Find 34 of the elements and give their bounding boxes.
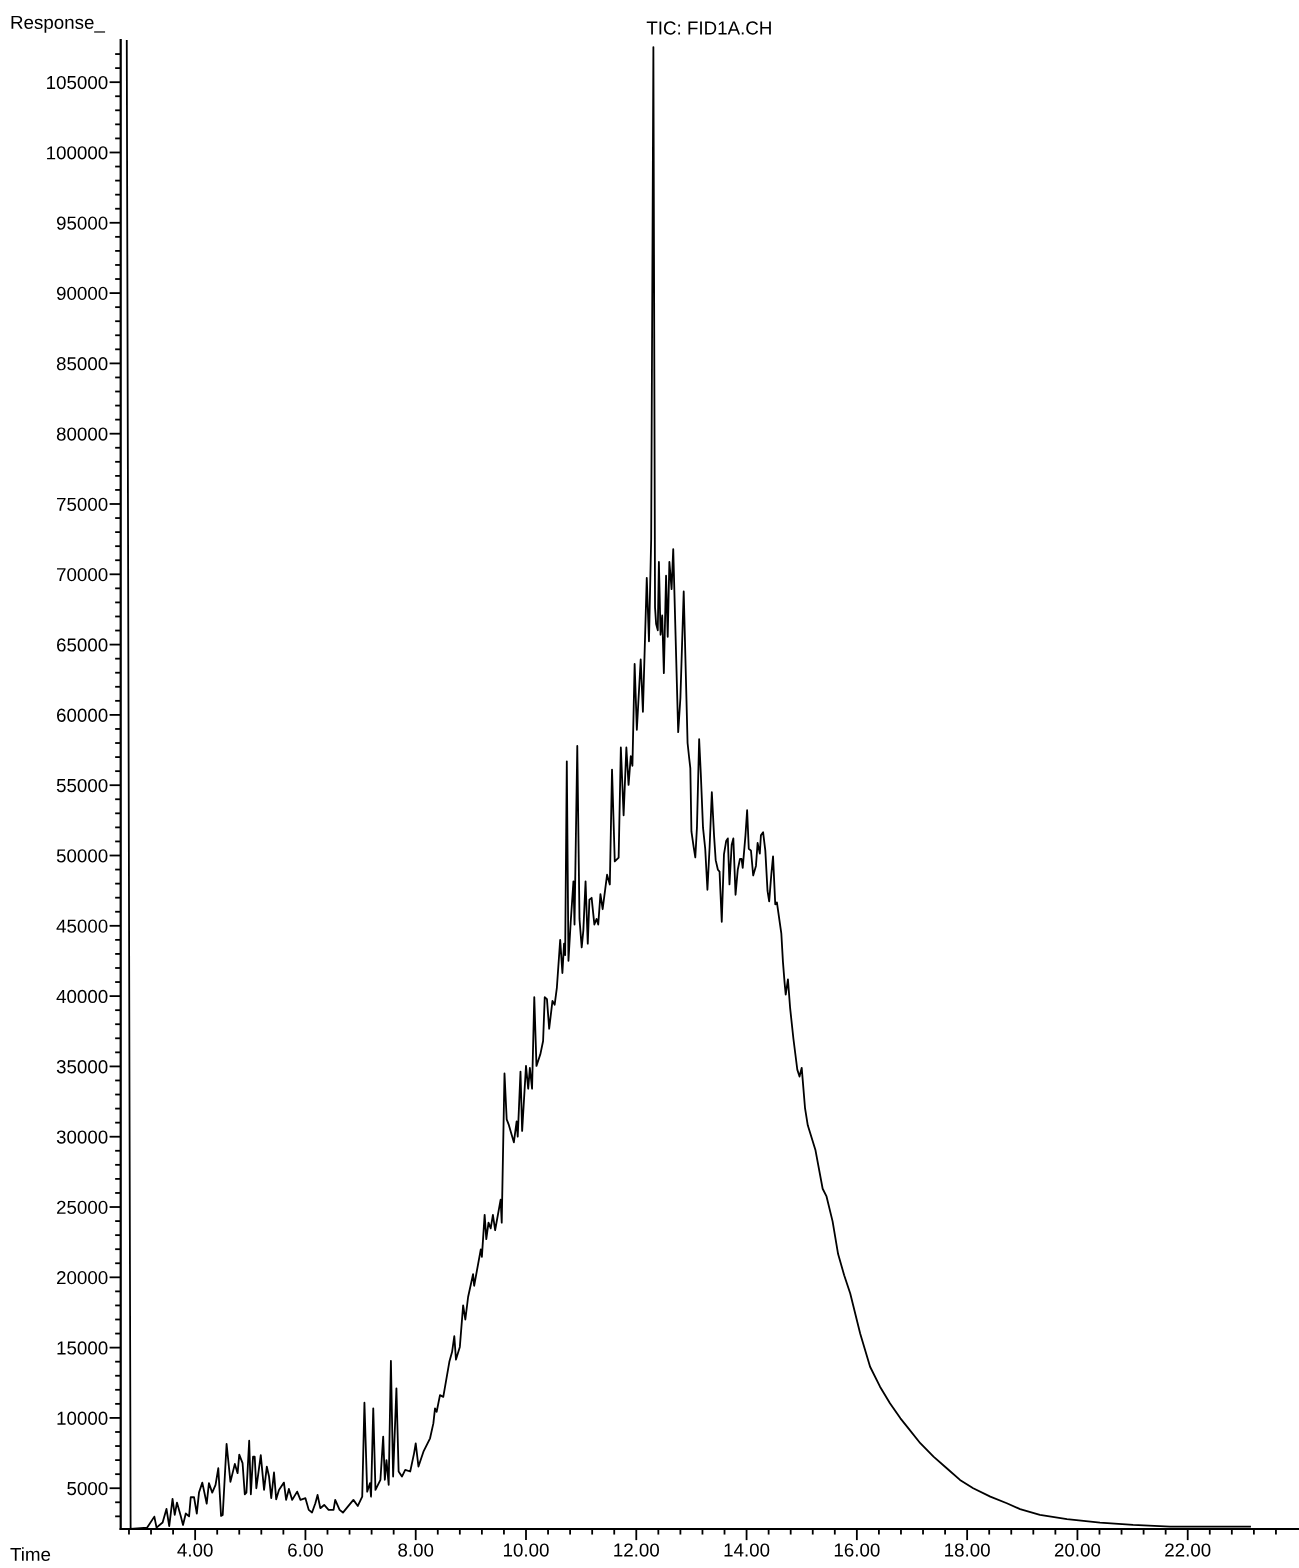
x-tick-label: 12.00 <box>614 1543 660 1557</box>
y-tick-label: 60000 <box>57 708 108 722</box>
y-tick-label: 5000 <box>67 1481 108 1496</box>
x-tick-label: 22.00 <box>1165 1543 1211 1557</box>
y-tick-label: 10000 <box>57 1411 108 1425</box>
x-tick-label: 6.00 <box>288 1543 323 1557</box>
x-tick-label: 18.00 <box>945 1543 990 1557</box>
y-tick-label: 25000 <box>57 1200 108 1214</box>
x-tick-label: 10.00 <box>503 1543 549 1557</box>
y-tick-label: 40000 <box>56 989 108 1004</box>
y-tick-label: 70000 <box>57 568 108 582</box>
y-tick-label: 15000 <box>57 1341 108 1355</box>
chart-title: TIC: FID1A.CH <box>646 21 771 35</box>
y-tick-label: 85000 <box>56 357 108 371</box>
x-tick-label: 14.00 <box>724 1543 770 1557</box>
y-tick-label: 65000 <box>57 638 108 652</box>
y-axis-title: Response_ <box>11 15 106 33</box>
x-tick-label: 4.00 <box>177 1543 213 1557</box>
y-tick-label: 100000 <box>47 146 108 160</box>
x-tick-label: 8.00 <box>398 1543 434 1557</box>
y-tick-label: 50000 <box>56 849 108 863</box>
x-tick-label: 16.00 <box>834 1543 880 1557</box>
y-tick-label: 75000 <box>57 497 108 511</box>
y-tick-label: 30000 <box>56 1130 108 1144</box>
x-axis-title: Time <box>10 1547 51 1562</box>
x-tick-label: 20.00 <box>1054 1543 1101 1557</box>
y-tick-label: 80000 <box>56 427 108 441</box>
y-tick-label: 90000 <box>56 286 108 301</box>
y-tick-label: 55000 <box>56 778 108 793</box>
y-tick-label: 35000 <box>56 1060 108 1074</box>
y-tick-label: 105000 <box>47 75 108 90</box>
y-tick-label: 45000 <box>56 919 108 933</box>
y-tick-label: 95000 <box>56 216 108 230</box>
y-tick-label: 20000 <box>57 1271 108 1285</box>
